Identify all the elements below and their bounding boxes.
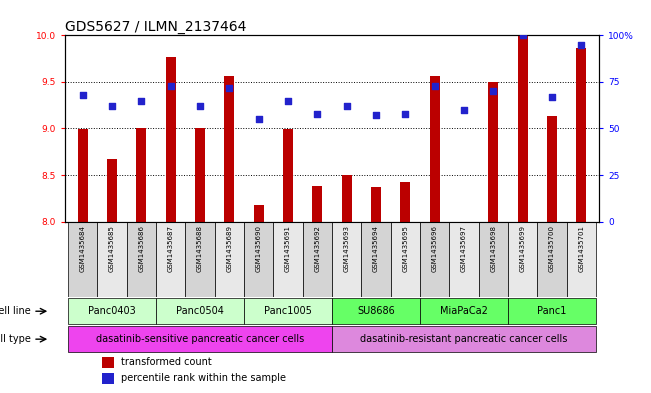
Bar <box>332 222 361 297</box>
Bar <box>77 129 88 222</box>
Text: GSM1435692: GSM1435692 <box>314 226 320 272</box>
Text: cell line: cell line <box>0 306 31 316</box>
Point <box>283 97 293 104</box>
Bar <box>420 222 449 297</box>
Point <box>77 92 88 98</box>
Bar <box>156 298 244 324</box>
Bar <box>253 205 264 222</box>
Point <box>107 103 117 109</box>
Bar <box>537 222 566 297</box>
Bar <box>508 222 537 297</box>
Bar <box>400 182 411 222</box>
Point <box>430 83 440 89</box>
Bar <box>186 222 215 297</box>
Text: cell type: cell type <box>0 334 31 344</box>
Bar <box>332 326 596 352</box>
Text: Panc1005: Panc1005 <box>264 306 312 316</box>
Bar <box>244 298 332 324</box>
Point <box>547 94 557 100</box>
Text: Panc1: Panc1 <box>537 306 566 316</box>
Bar <box>156 222 186 297</box>
Text: transformed count: transformed count <box>121 357 212 367</box>
Point <box>459 107 469 113</box>
Text: GSM1435696: GSM1435696 <box>432 226 437 272</box>
Point <box>518 32 528 39</box>
Text: GSM1435691: GSM1435691 <box>285 226 291 272</box>
Bar <box>488 82 499 222</box>
Point <box>400 110 411 117</box>
Bar <box>273 222 303 297</box>
Point <box>312 110 322 117</box>
Bar <box>576 48 587 222</box>
Text: GSM1435687: GSM1435687 <box>168 226 174 272</box>
Bar <box>371 187 381 222</box>
Text: Panc0504: Panc0504 <box>176 306 224 316</box>
Bar <box>98 222 127 297</box>
Point <box>371 112 381 119</box>
Bar <box>165 57 176 222</box>
Text: GSM1435701: GSM1435701 <box>578 226 585 272</box>
Point <box>488 88 499 94</box>
Bar <box>547 116 557 222</box>
Bar <box>312 186 322 222</box>
Bar <box>478 222 508 297</box>
Bar <box>518 35 528 222</box>
Bar <box>102 373 114 384</box>
Point <box>253 116 264 122</box>
Bar <box>303 222 332 297</box>
Bar <box>361 222 391 297</box>
Bar <box>430 76 440 222</box>
Bar <box>224 76 234 222</box>
Text: GSM1435698: GSM1435698 <box>490 226 496 272</box>
Text: percentile rank within the sample: percentile rank within the sample <box>121 373 286 384</box>
Point <box>576 42 587 48</box>
Bar <box>566 222 596 297</box>
Text: GSM1435699: GSM1435699 <box>519 226 525 272</box>
Text: MiaPaCa2: MiaPaCa2 <box>440 306 488 316</box>
Text: GSM1435689: GSM1435689 <box>227 226 232 272</box>
Point <box>165 83 176 89</box>
Text: GSM1435693: GSM1435693 <box>344 226 350 272</box>
Bar <box>68 326 332 352</box>
Bar <box>136 129 146 222</box>
Bar <box>127 222 156 297</box>
Point <box>342 103 352 109</box>
Point <box>195 103 205 109</box>
Bar <box>102 357 114 367</box>
Point <box>224 84 234 91</box>
Text: GSM1435697: GSM1435697 <box>461 226 467 272</box>
Bar <box>68 298 156 324</box>
Text: SU8686: SU8686 <box>357 306 395 316</box>
Bar <box>420 298 508 324</box>
Bar <box>107 159 117 222</box>
Text: dasatinib-sensitive pancreatic cancer cells: dasatinib-sensitive pancreatic cancer ce… <box>96 334 304 343</box>
Text: GSM1435695: GSM1435695 <box>402 226 408 272</box>
Text: GDS5627 / ILMN_2137464: GDS5627 / ILMN_2137464 <box>65 20 247 34</box>
Text: GSM1435685: GSM1435685 <box>109 226 115 272</box>
Text: GSM1435694: GSM1435694 <box>373 226 379 272</box>
Text: GSM1435688: GSM1435688 <box>197 226 203 272</box>
Bar <box>244 222 273 297</box>
Bar <box>342 175 352 222</box>
Text: GSM1435686: GSM1435686 <box>139 226 145 272</box>
Point <box>136 97 146 104</box>
Bar <box>215 222 244 297</box>
Bar <box>283 129 293 222</box>
Text: dasatinib-resistant pancreatic cancer cells: dasatinib-resistant pancreatic cancer ce… <box>360 334 568 343</box>
Text: GSM1435690: GSM1435690 <box>256 226 262 272</box>
Bar <box>508 298 596 324</box>
Bar <box>332 298 420 324</box>
Bar <box>391 222 420 297</box>
Bar <box>68 222 98 297</box>
Text: GSM1435684: GSM1435684 <box>79 226 86 272</box>
Text: GSM1435700: GSM1435700 <box>549 226 555 272</box>
Text: Panc0403: Panc0403 <box>88 306 136 316</box>
Bar <box>195 129 205 222</box>
Bar <box>449 222 478 297</box>
